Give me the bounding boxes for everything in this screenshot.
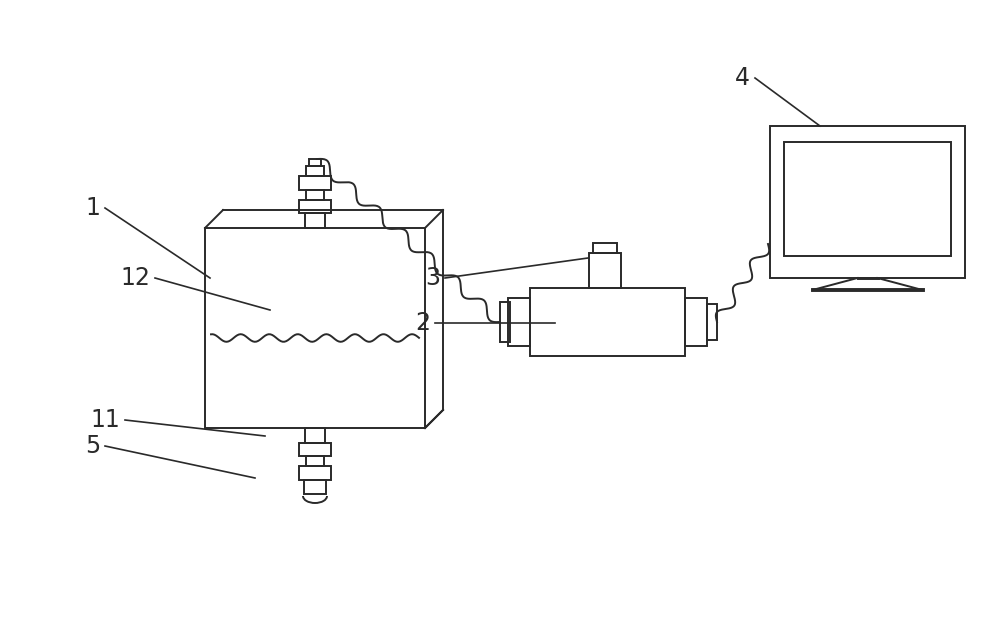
Bar [305, 213, 325, 228]
Bar [299, 176, 331, 190]
Bar [299, 443, 331, 456]
Bar [685, 298, 707, 346]
Text: 3: 3 [425, 266, 440, 290]
Bar [589, 253, 621, 288]
Bar [305, 428, 325, 443]
Bar [784, 142, 951, 256]
Text: 2: 2 [415, 311, 430, 335]
Bar [306, 166, 324, 176]
Bar [299, 200, 331, 213]
Bar [707, 304, 717, 340]
Bar [593, 243, 617, 253]
Bar [500, 302, 510, 342]
Bar [306, 190, 324, 200]
Text: 11: 11 [90, 408, 120, 432]
Bar [205, 228, 425, 428]
Text: 1: 1 [85, 196, 100, 220]
Bar [304, 480, 326, 494]
Bar [530, 288, 685, 356]
Bar [299, 466, 331, 480]
Bar [508, 298, 530, 346]
Text: 12: 12 [120, 266, 150, 290]
Text: 5: 5 [85, 434, 100, 458]
Bar [770, 126, 965, 278]
Bar [306, 456, 324, 466]
Bar [309, 159, 321, 166]
Text: 4: 4 [735, 66, 750, 90]
